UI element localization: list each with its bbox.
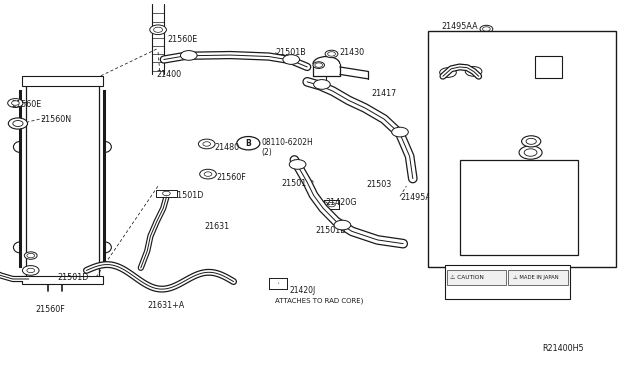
Text: 21560E: 21560E	[167, 35, 198, 44]
Circle shape	[154, 27, 163, 32]
Circle shape	[465, 67, 482, 76]
Text: 21501: 21501	[282, 179, 307, 188]
Circle shape	[480, 25, 493, 33]
Text: 21518: 21518	[525, 48, 550, 57]
Circle shape	[522, 136, 541, 147]
Text: 21417: 21417	[371, 89, 396, 97]
Text: 21599N: 21599N	[506, 283, 537, 292]
Text: 21495AA: 21495AA	[442, 22, 478, 31]
Circle shape	[315, 63, 323, 67]
Text: 21420J: 21420J	[290, 286, 316, 295]
Circle shape	[200, 169, 216, 179]
Circle shape	[325, 50, 338, 58]
Text: 21503: 21503	[367, 180, 392, 189]
Text: 21560F: 21560F	[216, 173, 246, 182]
Text: 21400: 21400	[157, 70, 182, 79]
Circle shape	[13, 121, 23, 126]
Bar	[460, 160, 578, 255]
Circle shape	[204, 172, 212, 176]
Circle shape	[289, 160, 306, 169]
Circle shape	[510, 100, 524, 108]
Text: 21501D: 21501D	[58, 273, 89, 282]
Circle shape	[526, 138, 536, 144]
Text: B: B	[246, 139, 251, 148]
Circle shape	[8, 118, 28, 129]
Text: 21420G: 21420G	[325, 198, 356, 207]
Circle shape	[27, 268, 35, 273]
Circle shape	[328, 202, 335, 207]
Text: 21631+A: 21631+A	[147, 301, 184, 310]
Text: 21518+A: 21518+A	[448, 221, 485, 230]
Circle shape	[314, 80, 330, 89]
Bar	[22, 276, 103, 284]
Text: R21400H5: R21400H5	[543, 344, 584, 353]
Circle shape	[203, 142, 211, 146]
Bar	[509, 270, 568, 285]
Circle shape	[536, 45, 549, 52]
Text: 21501D: 21501D	[173, 191, 204, 200]
Text: 21560N: 21560N	[40, 115, 72, 124]
Text: 21721: 21721	[540, 149, 565, 158]
Circle shape	[392, 127, 408, 137]
Bar	[26, 80, 99, 277]
Text: 21631: 21631	[205, 222, 230, 231]
Text: 21495A: 21495A	[400, 193, 431, 202]
Bar	[22, 76, 103, 86]
Text: 21430: 21430	[339, 48, 364, 57]
Circle shape	[27, 253, 35, 258]
Text: 21560E: 21560E	[12, 100, 42, 109]
Bar	[156, 190, 177, 197]
Text: 21712M: 21712M	[512, 100, 544, 109]
Text: 21515E: 21515E	[476, 87, 506, 96]
Text: 21501B: 21501B	[275, 48, 306, 57]
Text: 21560F: 21560F	[35, 305, 65, 314]
Circle shape	[8, 99, 23, 108]
Circle shape	[150, 25, 166, 35]
Text: 21510: 21510	[541, 221, 566, 230]
Text: 21501B: 21501B	[316, 226, 346, 235]
Circle shape	[519, 146, 542, 159]
Bar	[428, 31, 616, 267]
Circle shape	[180, 51, 197, 60]
Circle shape	[22, 266, 39, 275]
Circle shape	[334, 220, 351, 230]
Circle shape	[237, 137, 260, 150]
Text: ⚠ CAUTION: ⚠ CAUTION	[450, 275, 484, 280]
Circle shape	[198, 139, 215, 149]
Circle shape	[513, 102, 521, 106]
Circle shape	[163, 191, 170, 196]
Circle shape	[483, 27, 490, 31]
Bar	[445, 265, 570, 299]
Circle shape	[283, 55, 300, 64]
Bar	[535, 56, 562, 78]
Text: ⚠ MADE IN JAPAN: ⚠ MADE IN JAPAN	[513, 275, 559, 280]
Text: 21480: 21480	[214, 143, 239, 152]
Circle shape	[313, 62, 324, 68]
Bar	[447, 270, 506, 285]
Text: 21515: 21515	[448, 48, 474, 57]
Circle shape	[328, 52, 335, 56]
Circle shape	[539, 46, 547, 51]
Text: 08110-6202H
(2): 08110-6202H (2)	[261, 138, 313, 157]
Circle shape	[12, 101, 19, 105]
Text: ATTACHES TO RAD CORE): ATTACHES TO RAD CORE)	[275, 297, 364, 304]
Circle shape	[24, 252, 37, 259]
Circle shape	[440, 68, 456, 77]
Text: 21515E: 21515E	[440, 87, 470, 96]
Circle shape	[524, 149, 537, 156]
